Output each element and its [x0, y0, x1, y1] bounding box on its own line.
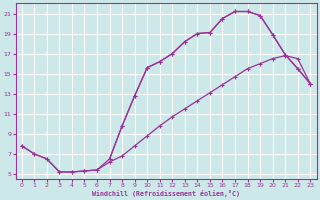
X-axis label: Windchill (Refroidissement éolien,°C): Windchill (Refroidissement éolien,°C)	[92, 190, 240, 197]
